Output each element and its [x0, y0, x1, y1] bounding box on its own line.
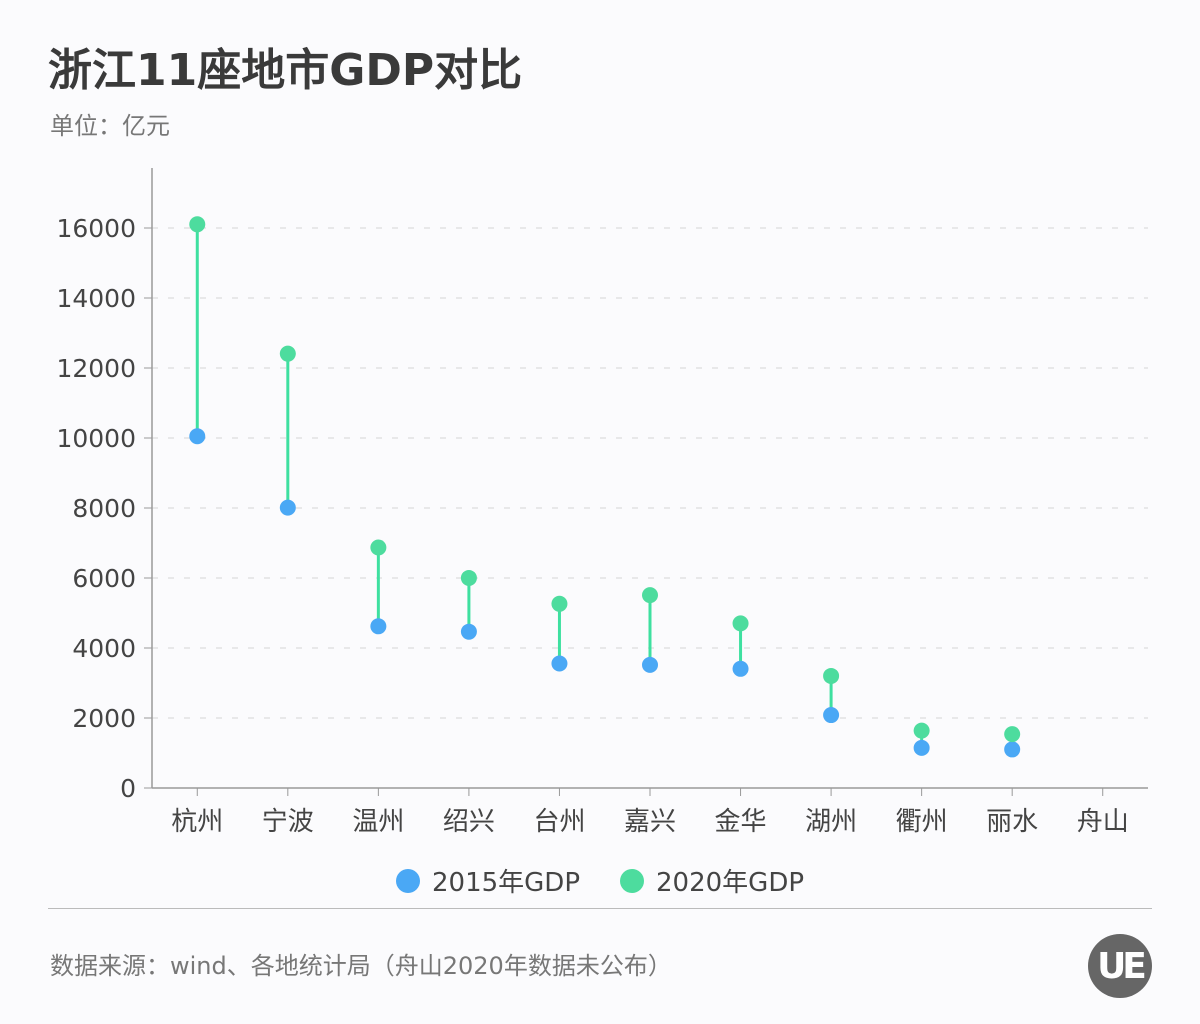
point-2015: [370, 618, 387, 635]
point-2020: [551, 595, 568, 612]
point-2020: [913, 722, 930, 739]
x-tick-label: 金华: [715, 807, 767, 837]
x-tick-label: 嘉兴: [624, 807, 676, 837]
point-2015: [642, 656, 658, 673]
footer-divider: [48, 908, 1152, 909]
y-tick-label: 8000: [72, 494, 136, 523]
point-2015: [1004, 741, 1021, 758]
y-tick-label: 16000: [56, 214, 136, 243]
point-2015: [189, 428, 206, 445]
point-2020: [189, 216, 206, 233]
x-tick-label: 湖州: [805, 807, 857, 837]
data-source: 数据来源：wind、各地统计局（舟山2020年数据未公布）: [50, 952, 672, 980]
point-2020: [823, 667, 840, 684]
point-2020: [1004, 726, 1021, 743]
x-tick-label: 温州: [352, 807, 404, 837]
y-tick-label: 12000: [56, 354, 136, 383]
chart-title: 浙江11座地市GDP对比: [48, 45, 523, 96]
y-tick-label: 2000: [72, 704, 136, 733]
x-tick-label: 丽水: [986, 807, 1038, 837]
point-2015: [279, 499, 296, 516]
point-2020: [279, 345, 296, 362]
legend-item-2020: 2020年GDP: [620, 862, 804, 899]
brand-logo: UE: [1088, 934, 1152, 998]
legend-label-2020: 2020年GDP: [656, 868, 805, 898]
x-tick-label: 杭州: [171, 807, 223, 837]
y-tick-label: 14000: [56, 284, 136, 313]
legend-item-2015: 2015年GDP: [395, 862, 580, 899]
x-tick-label: 台州: [533, 807, 585, 837]
x-tick-label: 衢州: [896, 807, 948, 837]
legend-label-2015: 2015年GDP: [431, 868, 580, 898]
point-2020: [642, 587, 658, 604]
legend-marker-2020: [620, 868, 644, 893]
y-tick-label: 10000: [56, 424, 136, 453]
point-2015: [551, 655, 568, 672]
x-tick-label: 绍兴: [443, 807, 495, 837]
point-2015: [732, 660, 749, 677]
chart-subtitle: 单位：亿元: [50, 112, 170, 140]
y-tick-label: 0: [120, 774, 136, 803]
point-2020: [460, 569, 477, 586]
y-tick-label: 6000: [72, 564, 136, 593]
point-2020: [370, 539, 387, 556]
x-tick-label: 舟山: [1077, 807, 1129, 837]
chart-plot: 0 2000 4000 6000 8000 10000 12000 14000 16000 杭州 宁…: [56, 168, 1148, 837]
legend: 2015年GDP 2020年GDP: [0, 862, 1200, 899]
y-tick-label: 4000: [72, 634, 136, 663]
point-2015: [913, 739, 930, 756]
x-tick-label: 宁波: [262, 807, 314, 837]
point-2020: [732, 615, 749, 632]
point-2015: [460, 623, 477, 640]
legend-marker-2015: [395, 868, 420, 893]
point-2015: [823, 707, 840, 724]
